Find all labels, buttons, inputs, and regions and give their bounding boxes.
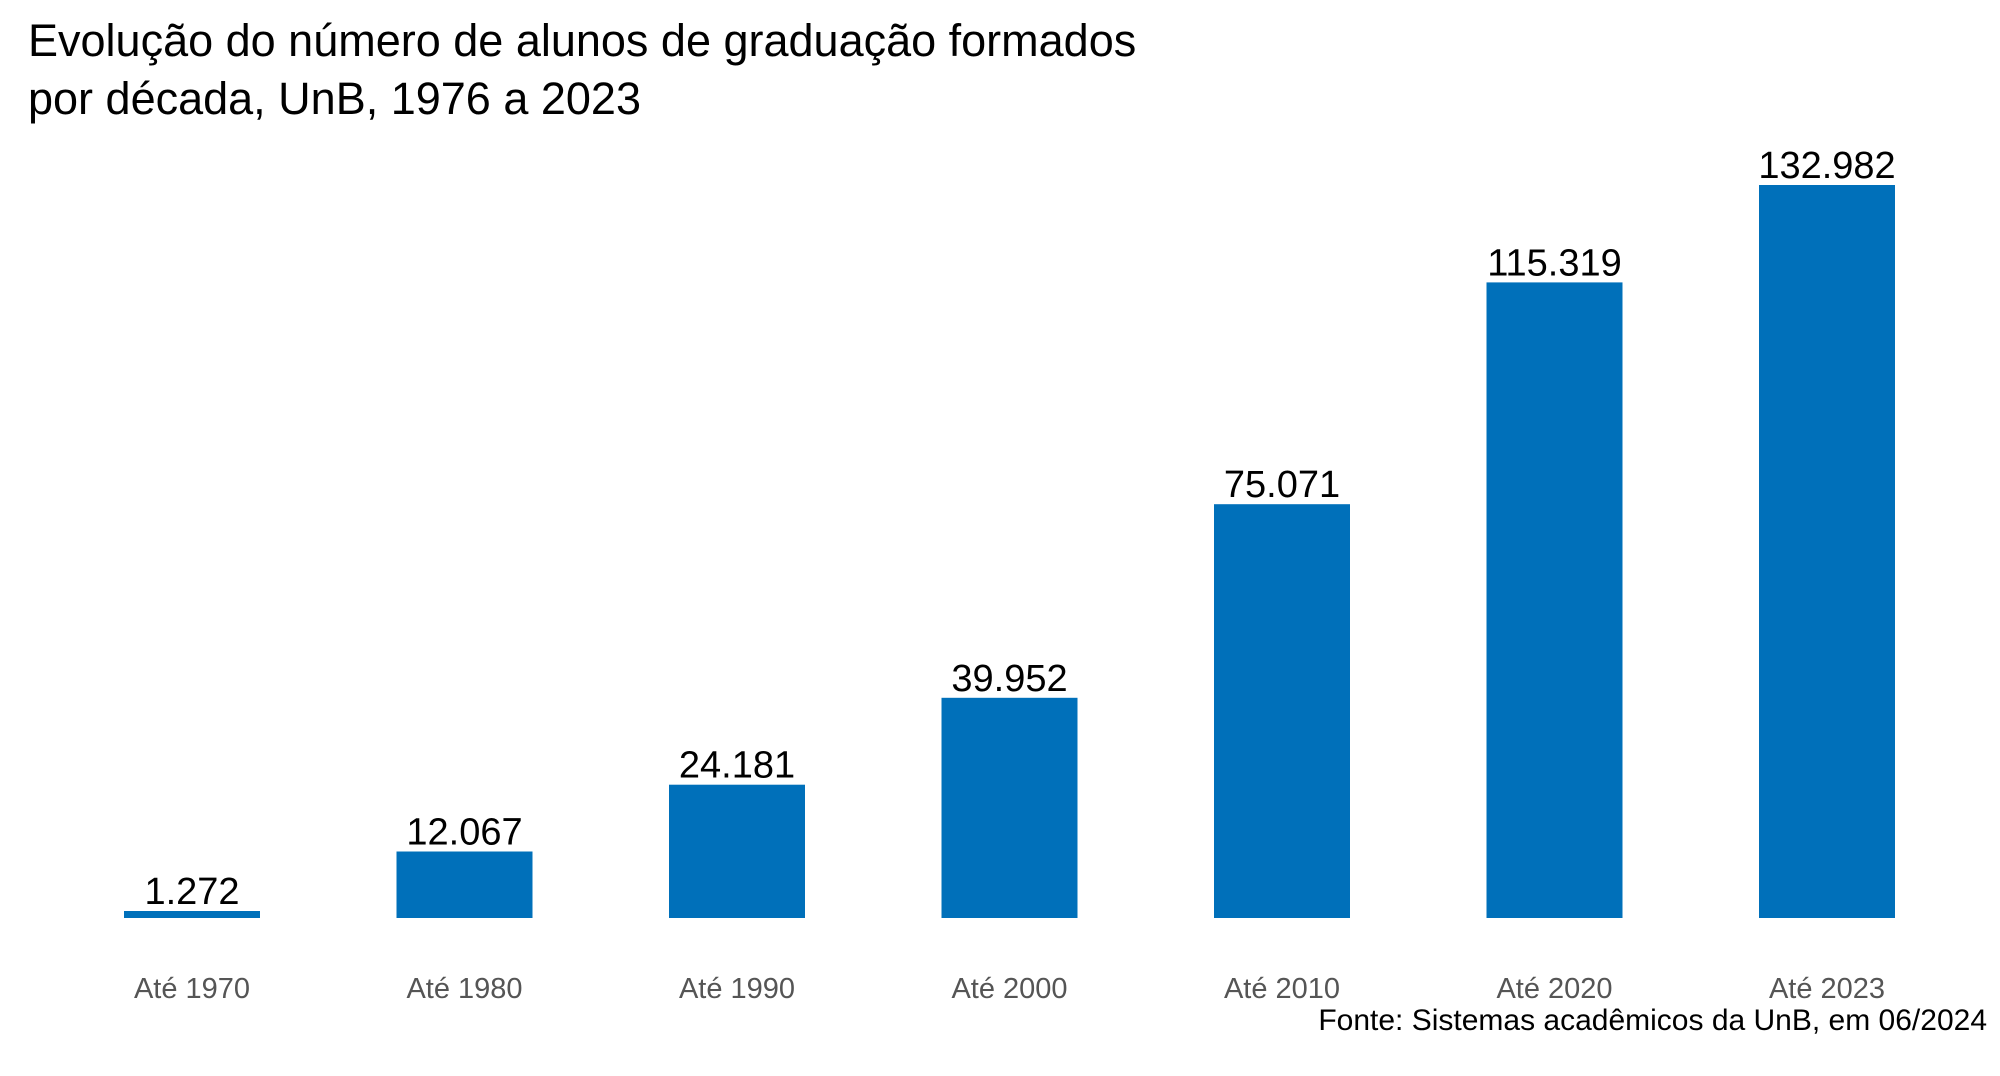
x-tick-label: Até 1970 — [134, 973, 250, 1005]
x-tick-label: Até 2010 — [1224, 973, 1340, 1005]
value-labels-group: 1.272 12.067 24.181 39.952 75.071 115.319 132.… — [144, 145, 1895, 913]
value-label: 75.071 — [1224, 464, 1340, 506]
bar-at-2023 — [1759, 185, 1895, 918]
bar-at-2010 — [1214, 504, 1350, 918]
x-tick-label: Até 1980 — [406, 973, 522, 1005]
x-tick-label: Até 1990 — [679, 973, 795, 1005]
chart-source: Fonte: Sistemas acadêmicos da UnB, em 06… — [1318, 1004, 1987, 1037]
x-tick-label: Até 2000 — [951, 973, 1067, 1005]
chart-title-line-2: por década, UnB, 1976 a 2023 — [28, 73, 641, 124]
value-label: 12.067 — [406, 812, 522, 854]
chart-title: Evolução do número de alunos de graduaçã… — [28, 12, 1428, 128]
bar-at-2020 — [1486, 282, 1623, 918]
value-label: 115.319 — [1487, 242, 1622, 284]
value-label: 1.272 — [144, 871, 239, 913]
value-label: 24.181 — [679, 745, 795, 787]
x-axis-tick-labels: Até 1970 Até 1980 Até 1990 Até 2000 Até 2010… — [134, 973, 1885, 1005]
x-tick-label: Até 2020 — [1496, 973, 1612, 1005]
x-tick-label: Até 2023 — [1769, 973, 1885, 1005]
bar-at-1970 — [124, 911, 260, 918]
value-label: 132.982 — [1758, 145, 1895, 187]
bars-group — [124, 185, 1895, 918]
chart-title-line-1: Evolução do número de alunos de graduaçã… — [28, 15, 1137, 66]
value-label: 39.952 — [951, 658, 1067, 700]
bar-at-1990 — [669, 784, 805, 918]
bar-at-1980 — [396, 851, 533, 918]
bar-at-2000 — [941, 697, 1078, 918]
